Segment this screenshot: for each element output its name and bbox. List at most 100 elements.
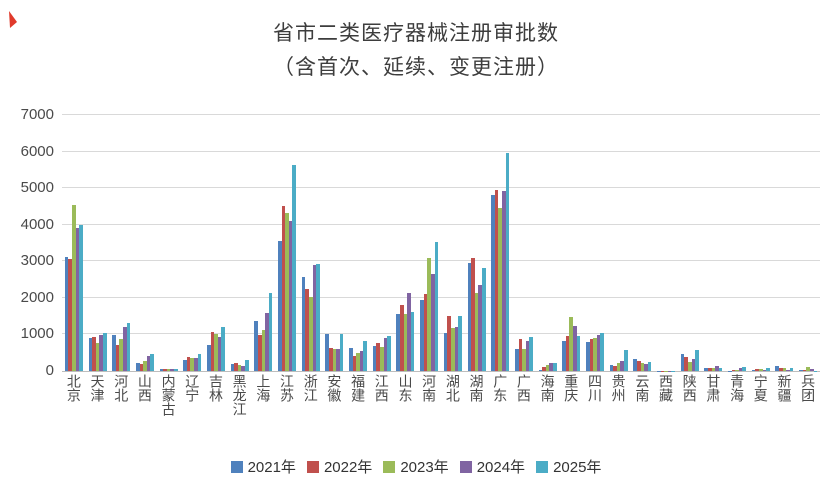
bar-group-青海 — [725, 367, 749, 371]
bar-湖北-2021年 — [443, 332, 448, 371]
x-tick-label-北京: 北京 — [65, 374, 82, 402]
bar-重庆-2022年 — [565, 335, 570, 371]
bar-新疆-2024年 — [786, 369, 790, 371]
y-tick-label-2000: 2000 — [20, 288, 54, 306]
bar-福建-2022年 — [352, 356, 357, 371]
bar-新疆-2023年 — [782, 368, 787, 371]
bar-group-黑龙江 — [228, 360, 252, 371]
bar-贵州-2023年 — [616, 363, 621, 371]
bar-江西-2024年 — [383, 338, 388, 371]
bar-安徽-2023年 — [332, 349, 337, 371]
bar-陕西-2022年 — [684, 356, 688, 371]
bar-group-福建 — [346, 340, 370, 371]
bar-重庆-2023年 — [569, 317, 574, 371]
x-tick-label-云南: 云南 — [634, 374, 651, 402]
bar-吉林-2022年 — [210, 331, 215, 371]
bar-宁夏-2022年 — [755, 369, 759, 371]
x-tick-label-兵团: 兵团 — [800, 374, 817, 402]
bar-山东-2024年 — [407, 293, 411, 371]
bar-内蒙古-2023年 — [166, 369, 171, 371]
bar-山西-2024年 — [146, 356, 151, 371]
red-annotation-mark — [9, 11, 17, 28]
bar-河南-2025年 — [434, 241, 439, 371]
bar-上海-2021年 — [254, 321, 258, 371]
bar-广西-2022年 — [518, 339, 523, 371]
bar-内蒙古-2025年 — [173, 369, 178, 371]
bar-广东-2022年 — [494, 189, 499, 371]
x-tick-label-西藏: 西藏 — [658, 374, 675, 402]
legend-item-2024年: 2024年 — [459, 456, 526, 477]
x-tick-label-河南: 河南 — [421, 374, 438, 402]
x-tick-label-河北: 河北 — [113, 374, 130, 402]
bar-group-陕西 — [678, 349, 702, 371]
bar-广东-2021年 — [491, 195, 495, 371]
y-tick-label-1000: 1000 — [20, 325, 54, 343]
bar-江苏-2024年 — [288, 221, 293, 371]
bar-云南-2021年 — [633, 359, 637, 371]
bar-福建-2024年 — [359, 350, 364, 371]
bar-宁夏-2024年 — [762, 370, 767, 371]
legend-item-2025年: 2025年 — [536, 456, 601, 477]
bar-陕西-2024年 — [691, 359, 696, 371]
bar-浙江-2021年 — [301, 277, 306, 371]
bar-青海-2023年 — [735, 370, 739, 371]
bar-贵州-2025年 — [624, 349, 628, 371]
bar-吉林-2023年 — [214, 334, 218, 371]
bar-陕西-2021年 — [680, 354, 685, 371]
x-tick-label-江西: 江西 — [373, 374, 390, 402]
x-tick-label-天津: 天津 — [89, 374, 106, 402]
x-tick-label-海南: 海南 — [539, 374, 556, 402]
bar-湖北-2022年 — [447, 315, 452, 371]
bar-group-山东 — [394, 293, 418, 371]
bar-安徽-2021年 — [325, 334, 330, 371]
bar-河南-2023年 — [427, 258, 431, 371]
bar-group-宁夏 — [749, 368, 773, 371]
bar-湖南-2024年 — [478, 284, 482, 371]
bar-group-兵团 — [796, 366, 820, 371]
bar-山西-2023年 — [143, 360, 147, 371]
bar-宁夏-2025年 — [766, 368, 770, 371]
bar-贵州-2022年 — [613, 366, 617, 371]
bar-四川-2024年 — [596, 335, 601, 371]
bar-四川-2023年 — [593, 338, 597, 371]
bar-辽宁-2022年 — [186, 357, 191, 371]
bar-云南-2023年 — [640, 362, 645, 371]
bar-辽宁-2025年 — [197, 353, 202, 371]
legend-label: 2024年 — [476, 459, 526, 476]
bar-甘肃-2025年 — [718, 368, 723, 371]
bar-宁夏-2023年 — [758, 368, 763, 371]
bar-贵州-2024年 — [620, 360, 625, 371]
bar-安徽-2024年 — [336, 349, 340, 371]
bar-天津-2023年 — [95, 342, 100, 371]
bar-group-广西 — [512, 337, 536, 371]
bar-黑龙江-2025年 — [245, 360, 249, 371]
bar-天津-2022年 — [92, 336, 96, 371]
bar-新疆-2021年 — [775, 366, 780, 371]
bar-黑龙江-2022年 — [234, 363, 238, 371]
bar-河北-2025年 — [126, 323, 131, 371]
legend-item-2022年: 2022年 — [306, 456, 372, 477]
bar-海南-2025年 — [552, 362, 557, 371]
legend-swatch-icon — [459, 460, 472, 473]
bar-group-吉林 — [204, 326, 228, 371]
bar-group-辽宁 — [180, 353, 204, 371]
x-tick-label-广西: 广西 — [515, 374, 532, 402]
x-tick-label-山西: 山西 — [136, 374, 153, 402]
bar-甘肃-2021年 — [704, 368, 709, 371]
bar-青海-2025年 — [742, 367, 747, 371]
bar-贵州-2021年 — [609, 364, 614, 371]
bar-上海-2025年 — [268, 292, 273, 371]
bar-吉林-2024年 — [217, 336, 222, 371]
bar-黑龙江-2021年 — [230, 364, 235, 371]
bar-吉林-2021年 — [206, 344, 211, 371]
bar-group-上海 — [252, 292, 276, 371]
bar-兵团-2022年 — [802, 370, 807, 371]
bar-陕西-2025年 — [695, 349, 699, 371]
x-tick-label-江苏: 江苏 — [279, 374, 296, 402]
x-tick-label-浙江: 浙江 — [302, 374, 319, 402]
bar-福建-2023年 — [356, 352, 360, 371]
bar-兵团-2021年 — [799, 370, 803, 371]
bar-山西-2025年 — [150, 354, 154, 371]
bar-青海-2022年 — [731, 370, 736, 371]
x-tick-label-黑龙江: 黑龙江 — [231, 374, 248, 416]
